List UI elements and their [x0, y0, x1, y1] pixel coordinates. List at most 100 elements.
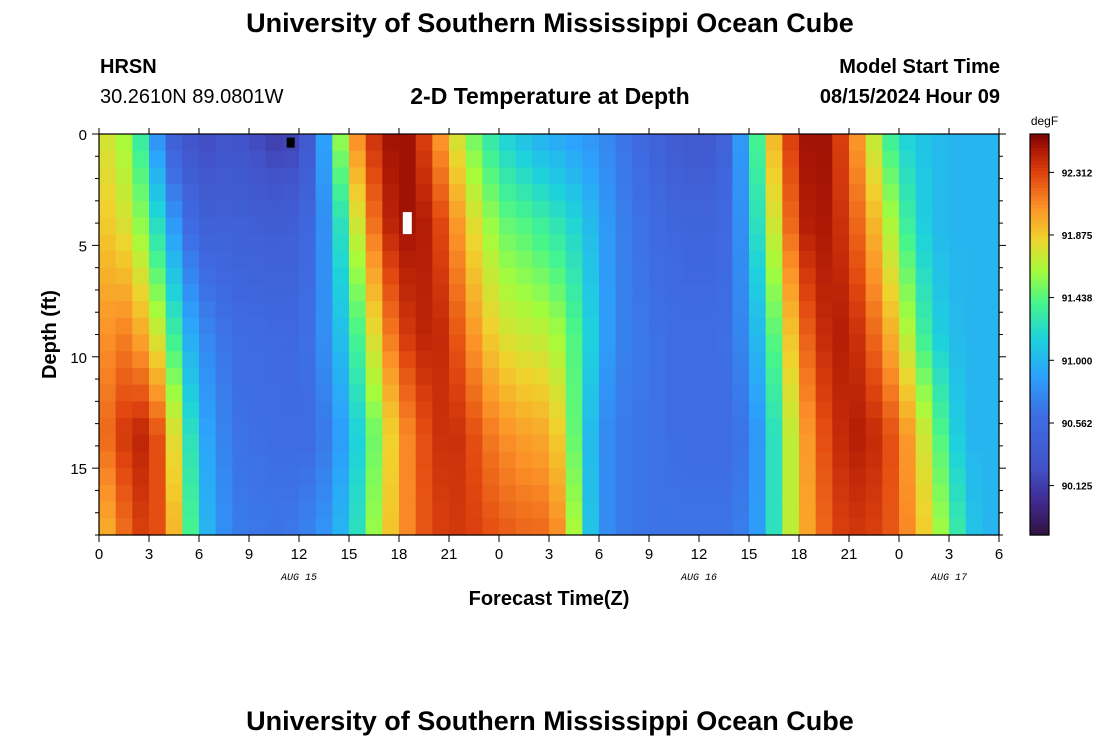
- heatmap-cell: [715, 434, 733, 453]
- heatmap-cell: [199, 434, 217, 453]
- heatmap-cell: [365, 451, 383, 469]
- colorbar-segment: [1030, 478, 1049, 483]
- station-coordinates: 30.2610N 89.0801W: [100, 86, 284, 108]
- heatmap-cell: [932, 150, 950, 169]
- heatmap-cell: [399, 150, 417, 169]
- heatmap-cell: [699, 267, 717, 285]
- heatmap-cell: [732, 334, 750, 352]
- date-label: AUG 17: [930, 573, 967, 584]
- colorbar-segment: [1030, 351, 1049, 356]
- heatmap-cell: [249, 150, 267, 169]
- heatmap-cell: [115, 200, 133, 219]
- heatmap-cell: [699, 518, 717, 536]
- heatmap-cell: [899, 301, 917, 319]
- heatmap-cell: [332, 234, 350, 252]
- heatmap-cell: [182, 301, 200, 319]
- heatmap-cell: [482, 418, 500, 436]
- heatmap-cell: [765, 384, 783, 402]
- heatmap-cell: [815, 401, 833, 419]
- heatmap-cell: [865, 317, 883, 336]
- heatmap-cell: [399, 501, 417, 519]
- heatmap-cell: [132, 484, 150, 503]
- heatmap-cell: [482, 518, 500, 536]
- heatmap-cell: [249, 184, 267, 202]
- heatmap-cell: [215, 418, 233, 436]
- heatmap-cell: [382, 200, 400, 219]
- heatmap-cell: [949, 200, 967, 219]
- heatmap-cell: [399, 167, 417, 185]
- heatmap-cell: [299, 401, 317, 419]
- heatmap-cell: [132, 518, 150, 536]
- heatmap-cell: [699, 334, 717, 352]
- heatmap-cell: [615, 351, 633, 369]
- heatmap-cell: [249, 451, 267, 469]
- heatmap-cell: [732, 351, 750, 369]
- heatmap-cell: [749, 217, 767, 235]
- heatmap-cell: [599, 401, 617, 419]
- heatmap-cell: [932, 167, 950, 185]
- heatmap-cell: [149, 167, 167, 185]
- heatmap-cell: [249, 418, 267, 436]
- heatmap-cell: [615, 501, 633, 519]
- heatmap-cell: [582, 501, 600, 519]
- heatmap-cell: [132, 367, 150, 386]
- heatmap-cell: [849, 217, 867, 235]
- heatmap-cell: [132, 250, 150, 269]
- heatmap-cell: [882, 250, 900, 269]
- heatmap-cell: [932, 518, 950, 536]
- heatmap-cell: [182, 134, 200, 152]
- heatmap-cell: [132, 501, 150, 519]
- heatmap-cell: [332, 150, 350, 169]
- heatmap-cell: [682, 184, 700, 202]
- heatmap-cell: [449, 384, 467, 402]
- heatmap-cell: [832, 384, 850, 402]
- heatmap-cell: [715, 200, 733, 219]
- heatmap-cell: [115, 468, 133, 486]
- heatmap-cell: [282, 468, 300, 486]
- heatmap-cell: [99, 451, 117, 469]
- heatmap-cell: [349, 301, 367, 319]
- heatmap-cell: [699, 484, 717, 503]
- heatmap-cell: [299, 351, 317, 369]
- heatmap-cell: [532, 167, 550, 185]
- heatmap-cell: [699, 150, 717, 169]
- heatmap-cell: [399, 434, 417, 453]
- heatmap-cell: [432, 367, 450, 386]
- heatmap-cell: [549, 250, 567, 269]
- heatmap-cell: [149, 217, 167, 235]
- heatmap-cell: [499, 434, 517, 453]
- heatmap-cell: [799, 451, 817, 469]
- heatmap-cell: [899, 418, 917, 436]
- colorbar-segment: [1030, 414, 1049, 419]
- heatmap-cell: [365, 367, 383, 386]
- heatmap-cell: [715, 317, 733, 336]
- heatmap-cell: [599, 301, 617, 319]
- heatmap-cell: [482, 167, 500, 185]
- heatmap-cell: [832, 317, 850, 336]
- heatmap-cell: [249, 434, 267, 453]
- heatmap-cell: [332, 217, 350, 235]
- heatmap-cell: [315, 334, 333, 352]
- heatmap-cell: [165, 301, 183, 319]
- heatmap-cell: [415, 351, 433, 369]
- heatmap-cell: [849, 434, 867, 453]
- heatmap-cell: [732, 134, 750, 152]
- heatmap-cell: [115, 217, 133, 235]
- heatmap-cell: [782, 334, 800, 352]
- heatmap-cell: [149, 384, 167, 402]
- heatmap-cell: [115, 334, 133, 352]
- heatmap-cell: [782, 200, 800, 219]
- heatmap-cell: [782, 267, 800, 285]
- heatmap-cell: [632, 234, 650, 252]
- heatmap-cell: [199, 468, 217, 486]
- heatmap-cell: [165, 501, 183, 519]
- colorbar-segment: [1030, 431, 1049, 436]
- heatmap-cell: [232, 150, 250, 169]
- colorbar-segment: [1030, 424, 1049, 429]
- heatmap-cell: [182, 434, 200, 453]
- heatmap-cell: [482, 134, 500, 152]
- heatmap-cell: [599, 451, 617, 469]
- heatmap-cell: [599, 284, 617, 302]
- colorbar-frame: [1029, 133, 1050, 536]
- heatmap-cell: [332, 518, 350, 536]
